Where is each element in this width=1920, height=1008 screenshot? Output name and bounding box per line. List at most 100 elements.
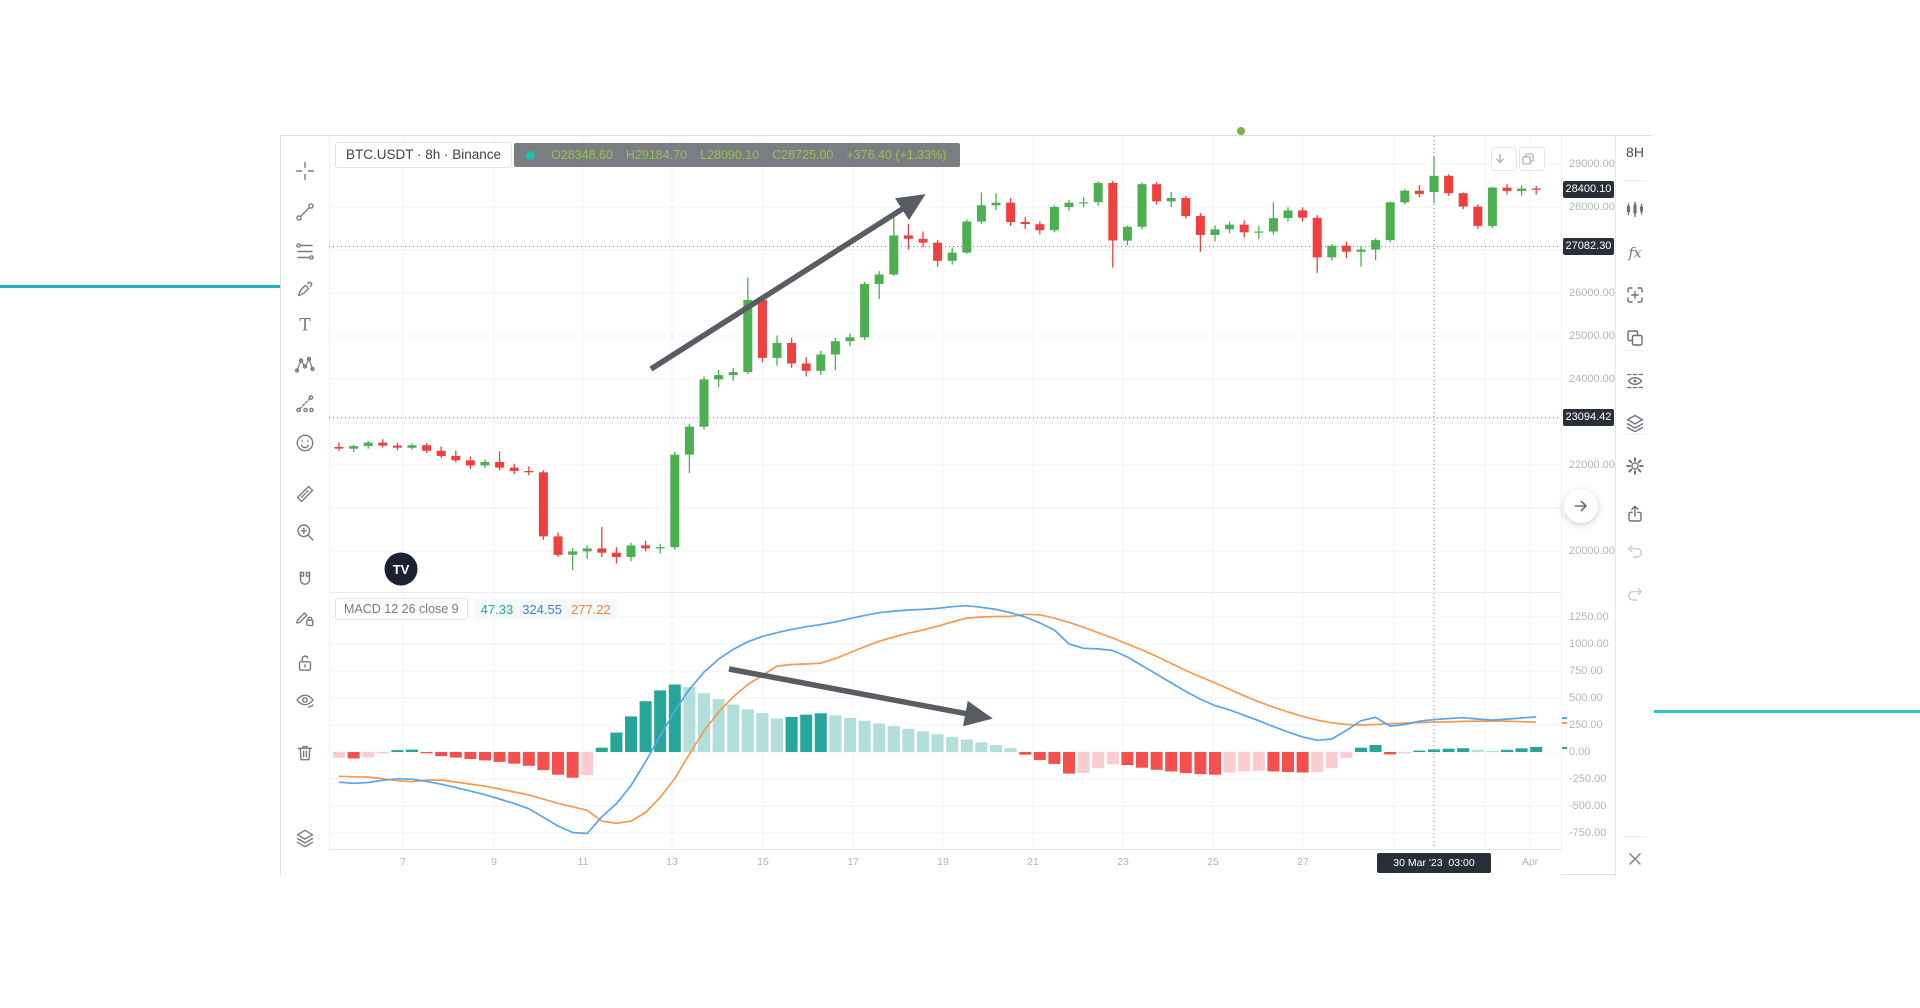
symbol-label: BTC.USDT · 8h · Binance: [346, 147, 502, 162]
forecast-icon: [296, 395, 314, 413]
scroll-to-realtime-button[interactable]: [1564, 489, 1598, 523]
indicators-button[interactable]: fx: [1624, 242, 1646, 264]
svg-text:fx: fx: [1627, 246, 1641, 262]
emoji-tool[interactable]: [294, 432, 316, 454]
settings-button[interactable]: [1624, 455, 1646, 477]
time-tick-9: 9: [491, 856, 497, 868]
hide-indicators-button[interactable]: [1624, 370, 1646, 392]
macd-axis-label: 750.00: [1569, 664, 1603, 677]
price-pane[interactable]: [329, 136, 1561, 593]
time-tick-19: 19: [937, 856, 949, 868]
fib-retracement-tool[interactable]: [294, 241, 316, 263]
remove-all-drawings-tool[interactable]: [294, 742, 316, 764]
share-icon: [1628, 505, 1642, 522]
toolbar-separator: [1623, 836, 1647, 837]
undo-icon: [1628, 545, 1642, 558]
macd-current-tick: [1562, 716, 1567, 719]
macd-axis-label: -500.00: [1569, 799, 1607, 812]
alert-icon: [1627, 287, 1643, 303]
close-icon: [1629, 853, 1641, 865]
chart-plot-area[interactable]: BTC.USDT · 8h · Binance O28348.60 H29184…: [329, 136, 1561, 849]
pane-separator[interactable]: [329, 592, 1561, 593]
price-axis-label: 22000.00: [1569, 458, 1615, 471]
ohlc-close: C28725.00: [772, 148, 834, 162]
drawing-toolbar: T: [281, 136, 330, 876]
series-dot-icon: [526, 150, 536, 160]
settings-icon: [1626, 457, 1644, 475]
interval-button[interactable]: 8H: [1626, 144, 1644, 160]
forecast-tool[interactable]: [294, 393, 316, 415]
undo-button[interactable]: [1624, 540, 1646, 562]
share-button[interactable]: [1624, 503, 1646, 525]
ruler-tool[interactable]: [294, 483, 316, 505]
redo-button[interactable]: [1624, 583, 1646, 605]
tradingview-logo[interactable]: TV: [383, 551, 419, 587]
price-gridlines: [329, 136, 1561, 593]
macd-title[interactable]: MACD 12 26 close 9: [335, 598, 468, 620]
object-tree-tool[interactable]: [294, 827, 316, 849]
layers-icon: [1626, 414, 1644, 433]
lock-all-drawings-tool[interactable]: [294, 652, 316, 674]
macd-signal-value: 277.22: [570, 601, 611, 617]
macd-axis-label: 1000.00: [1569, 637, 1609, 650]
magnet-tool[interactable]: [294, 569, 316, 591]
chart-type-button[interactable]: [1624, 199, 1646, 221]
alert-button[interactable]: [1624, 284, 1646, 306]
scroll-down-button[interactable]: [1491, 147, 1517, 171]
text-tool-icon: T: [299, 316, 311, 336]
crosshair-price-badge: 27082.30: [1563, 237, 1614, 255]
time-tick-11: 11: [577, 856, 589, 868]
close-panel-button[interactable]: [1624, 848, 1646, 870]
tradingview-logo-icon: TV: [384, 552, 418, 586]
trend-line-tool[interactable]: [294, 201, 316, 223]
macd-title-label: MACD 12 26 close 9: [344, 602, 459, 616]
xabcd-pattern-tool[interactable]: [294, 354, 316, 376]
emoji-icon: [296, 434, 314, 452]
cursor-crosshair-tool[interactable]: [294, 160, 316, 182]
time-tick-25: 25: [1207, 856, 1219, 868]
macd-current-tick: [1562, 746, 1567, 749]
svg-text:T: T: [299, 316, 311, 336]
time-axis[interactable]: 30 Mar '23 03:00 7 9 11 13 15 17 19 21 23 25 27 Apr: [329, 849, 1561, 877]
compare-button[interactable]: [1624, 327, 1646, 349]
macd-axis-label: 0.00: [1569, 745, 1591, 758]
macd-current-tick: [1562, 722, 1567, 725]
chart-type-icon: [1626, 201, 1644, 218]
hide-indicators-icon: [1626, 373, 1644, 389]
stay-in-drawing-mode-tool[interactable]: [294, 607, 316, 629]
ohlc-open: O28348.60: [551, 148, 613, 162]
symbol-title[interactable]: BTC.USDT · 8h · Binance: [335, 142, 513, 168]
reset-chart-button[interactable]: [1519, 147, 1545, 171]
ohlc-change: +376.40 (+1.33%): [846, 148, 947, 162]
redo-icon: [1628, 588, 1642, 601]
time-tick-7: 7: [400, 856, 406, 868]
object-tree-icon: [296, 829, 314, 848]
zoom-in-icon: [297, 524, 314, 541]
time-tick-Apr: Apr: [1521, 856, 1539, 868]
layers-button[interactable]: [1624, 412, 1646, 434]
restore-icon: [1522, 153, 1534, 165]
svg-text:TV: TV: [393, 562, 410, 577]
last-price-badge: 28400.10: [1563, 181, 1614, 199]
toolbar-separator: [1623, 180, 1647, 181]
xabcd-pattern-icon: [294, 356, 315, 373]
ohlc-high: H29184.70: [625, 148, 688, 162]
macd-axis-label: -250.00: [1569, 772, 1607, 785]
brush-tool[interactable]: [294, 278, 316, 300]
price-axis-label: 24000.00: [1569, 372, 1615, 385]
chart-header: BTC.USDT · 8h · Binance O28348.60 H29184…: [335, 142, 961, 168]
toolbar-separator: [1623, 434, 1647, 435]
zoom-in-tool[interactable]: [294, 521, 316, 543]
macd-axis-label: 250.00: [1569, 718, 1603, 731]
hide-all-drawings-tool[interactable]: [294, 689, 316, 711]
text-tool-tool[interactable]: T: [294, 314, 316, 336]
lock-all-drawings-icon: [298, 655, 312, 671]
macd-gridlines: [329, 593, 1561, 849]
trend-line-icon: [296, 203, 314, 221]
macd-signal-line: [338, 613, 1537, 825]
macd-pane[interactable]: [329, 593, 1561, 849]
ruler-icon: [296, 485, 314, 503]
price-axis-label: 29000.00: [1569, 157, 1615, 170]
macd-values: 47.33 324.55 277.22: [473, 598, 618, 620]
price-axis-label: 25000.00: [1569, 329, 1615, 342]
